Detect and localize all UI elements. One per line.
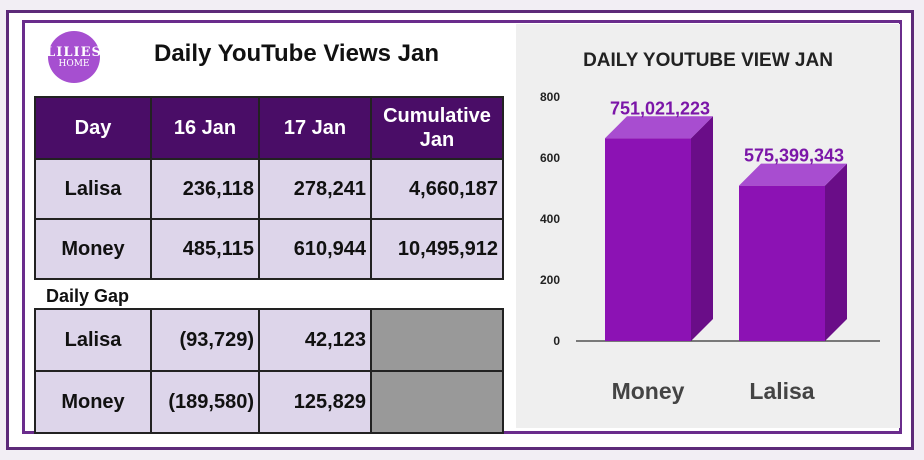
table-row: Money 485,115 610,944 10,495,912: [34, 218, 504, 280]
cell-16-jan: 236,118: [150, 158, 260, 220]
cell-16-jan: 485,115: [150, 218, 260, 280]
y-tick-label: 800: [540, 90, 560, 104]
row-name: Lalisa: [34, 158, 152, 220]
bar-chart: DAILY YOUTUBE VIEW JAN 0 200 400 600 800 751,0…: [540, 50, 880, 404]
cell-16-jan: (189,580): [150, 370, 260, 434]
header-16-jan: 16 Jan: [150, 96, 260, 160]
cell-17-jan: 125,829: [258, 370, 372, 434]
header-day: Day: [34, 96, 152, 160]
daily-gap-label: Daily Gap: [46, 286, 130, 306]
bar-side: [825, 163, 847, 341]
gap-table: Lalisa (93,729) 42,123 Money (189,580) 1…: [34, 308, 504, 434]
bar: [739, 185, 825, 341]
chart-panel: DAILY YOUTUBE VIEW JAN 0 200 400 600 800 751,0…: [516, 24, 900, 428]
bar-side: [691, 116, 713, 341]
blank-cell: [370, 370, 504, 434]
data-label: 751,021,223: [610, 98, 710, 118]
y-tick-label: 0: [553, 334, 560, 348]
logo-text-bottom: HOME: [58, 58, 90, 69]
lilies-home-logo: LILIES HOME: [46, 31, 102, 83]
cell-cumulative: 4,660,187: [370, 158, 504, 220]
row-name: Lalisa: [34, 308, 152, 372]
cell-16-jan: (93,729): [150, 308, 260, 372]
header-17-jan: 17 Jan: [258, 96, 372, 160]
blank-cell: [370, 308, 504, 372]
bar-top: [739, 163, 847, 186]
y-tick-label: 400: [540, 212, 560, 226]
data-label: 575,399,343: [744, 146, 844, 166]
bar: [605, 138, 691, 341]
bar-top: [605, 116, 713, 139]
views-table: Day 16 Jan 17 Jan Cumulative Jan Lalisa 2…: [34, 96, 504, 280]
page-title: Daily YouTube Views Jan: [154, 40, 439, 67]
header-cumulative: Cumulative Jan: [370, 96, 504, 160]
table-header-row: Day 16 Jan 17 Jan Cumulative Jan: [34, 96, 504, 160]
row-name: Money: [34, 370, 152, 434]
table-row: Lalisa 236,118 278,241 4,660,187: [34, 158, 504, 220]
y-tick-label: 200: [540, 273, 560, 287]
cell-17-jan: 610,944: [258, 218, 372, 280]
y-tick-label: 600: [540, 151, 560, 165]
cell-cumulative: 10,495,912: [370, 218, 504, 280]
row-name: Money: [34, 218, 152, 280]
cell-17-jan: 278,241: [258, 158, 372, 220]
category-label: Money: [612, 378, 685, 404]
logo-text-top: LILIES: [46, 44, 102, 60]
cell-17-jan: 42,123: [258, 308, 372, 372]
table-row: Money (189,580) 125,829: [34, 370, 504, 434]
category-label: Lalisa: [749, 378, 814, 404]
chart-title: DAILY YOUTUBE VIEW JAN: [583, 50, 833, 71]
table-row: Lalisa (93,729) 42,123: [34, 308, 504, 372]
